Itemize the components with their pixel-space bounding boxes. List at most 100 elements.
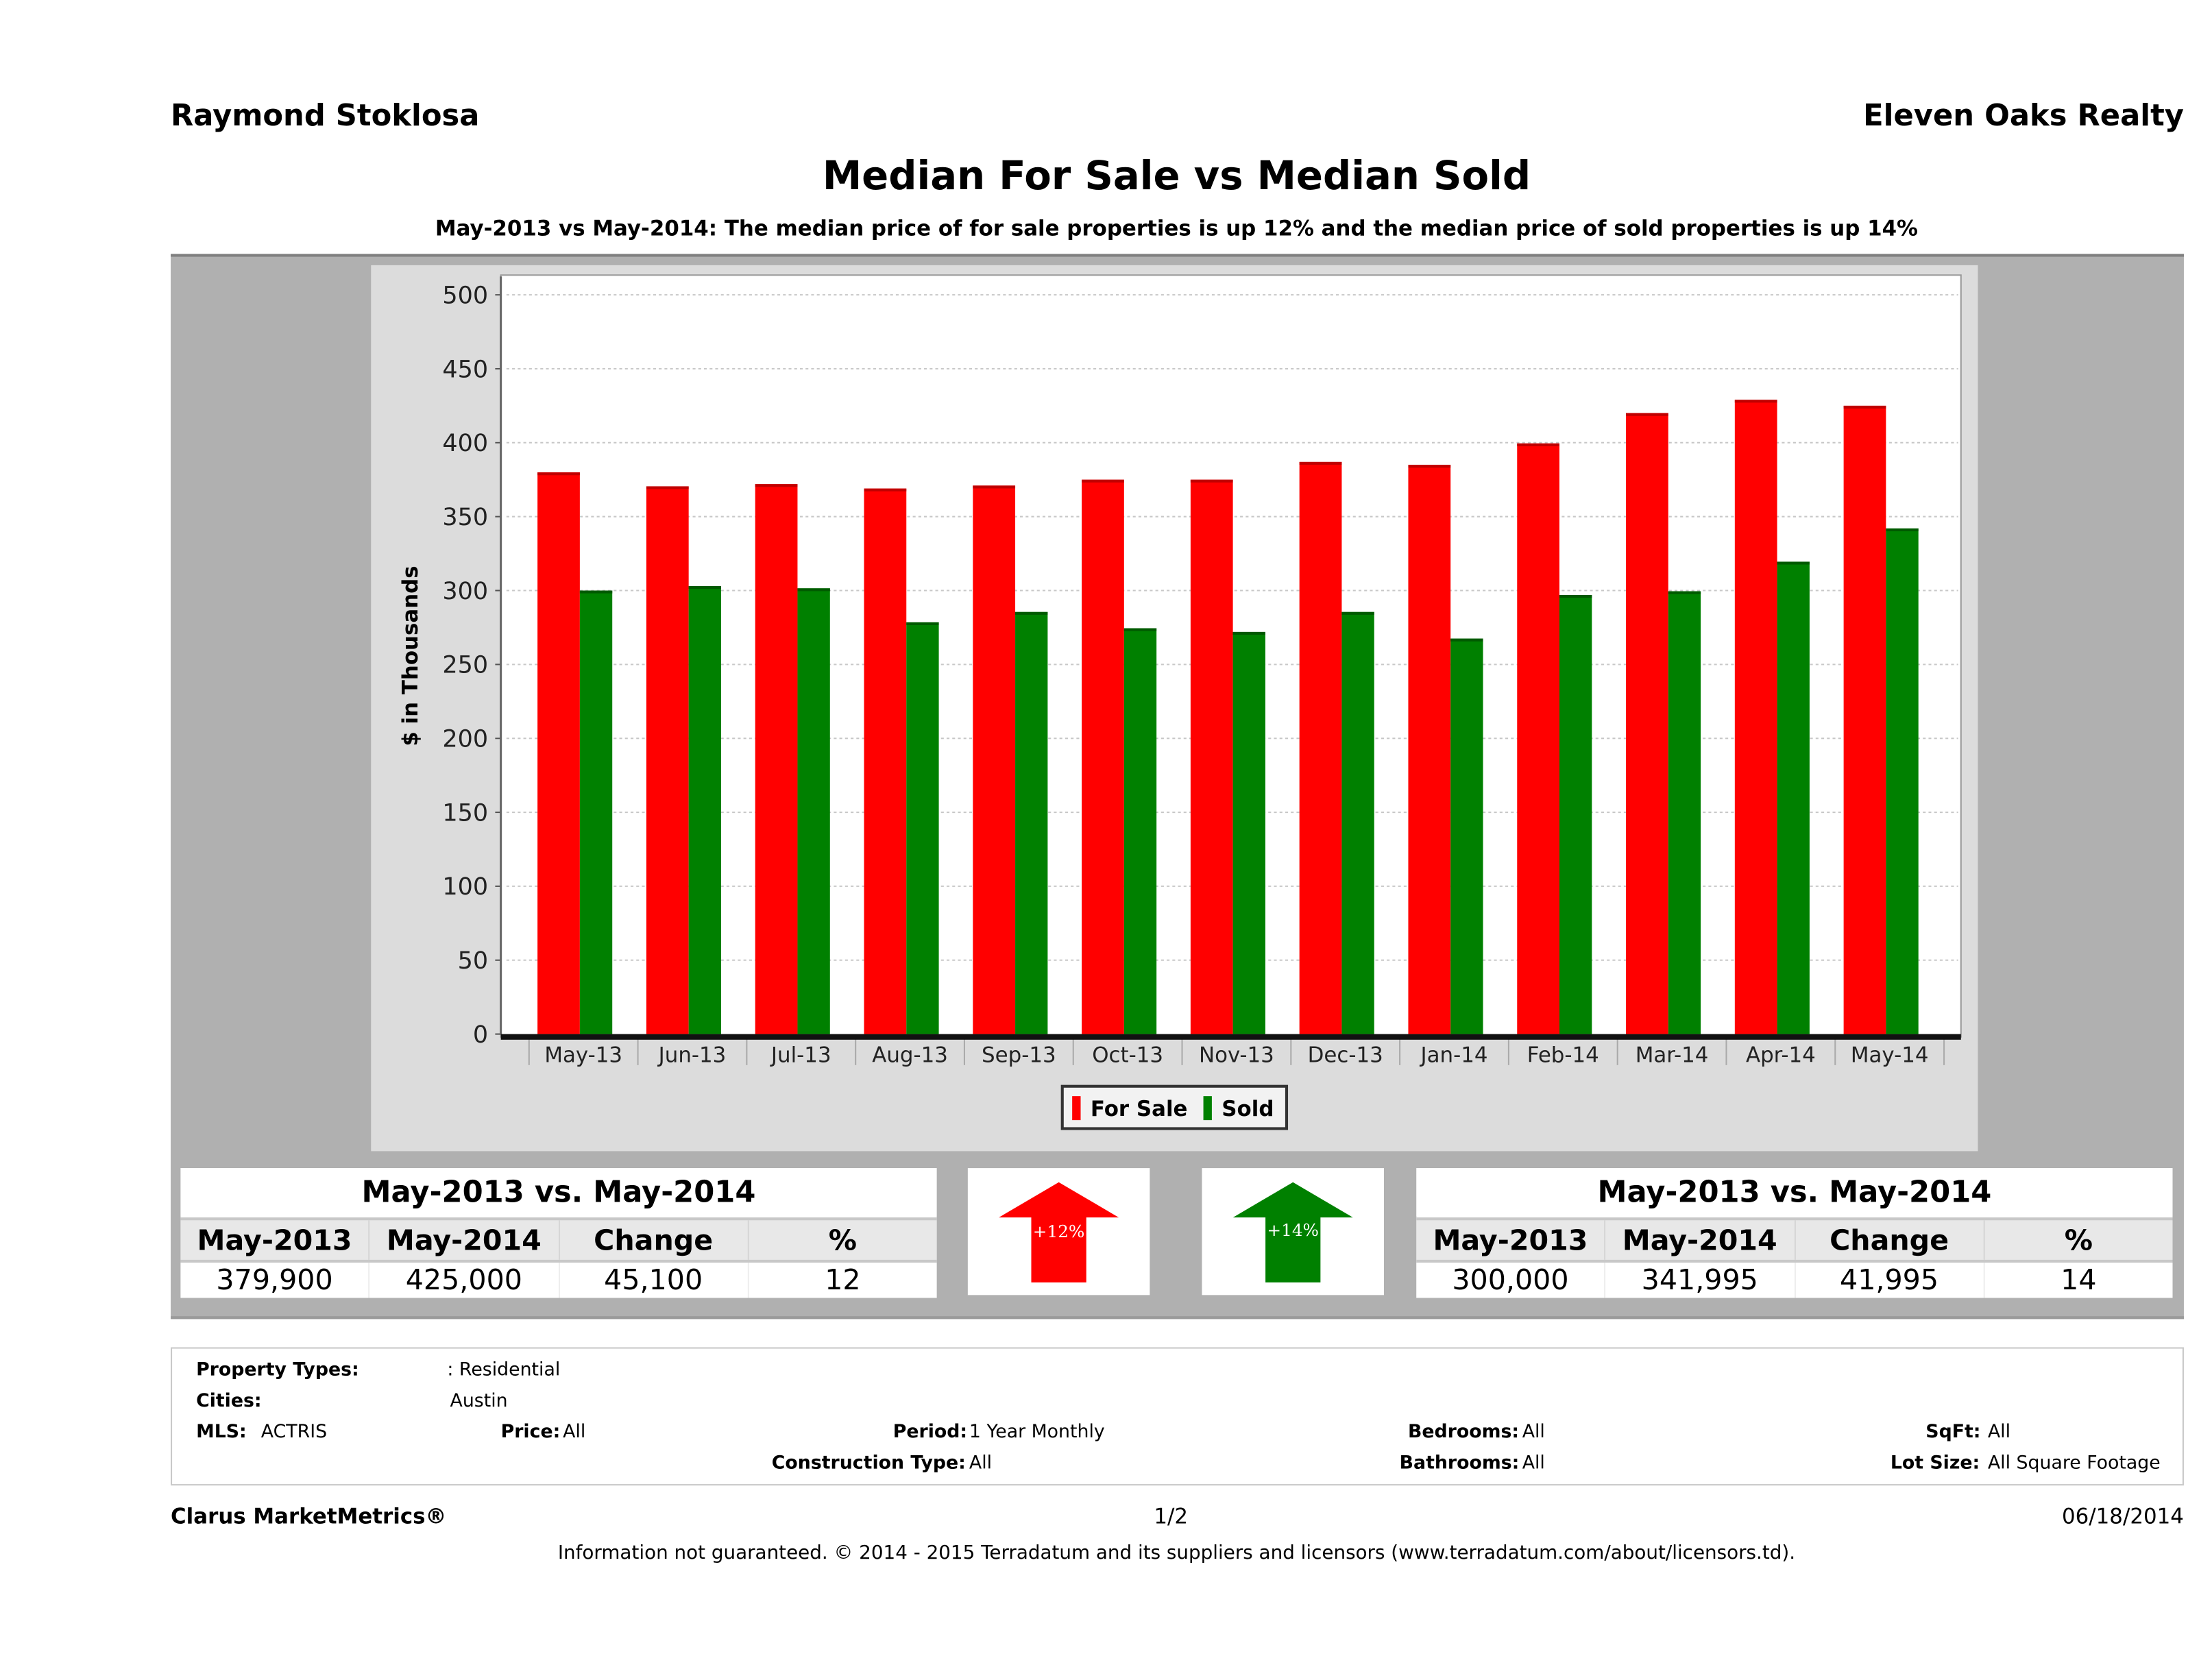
table-row: 379,900 425,000 45,100 12 bbox=[180, 1262, 937, 1298]
arrow-up-icon bbox=[999, 1182, 1119, 1282]
cities-label: Cities: bbox=[196, 1391, 262, 1413]
bar-top-edge bbox=[1123, 628, 1157, 631]
bar-top-edge bbox=[1626, 413, 1668, 416]
x-tick-label: Nov-13 bbox=[1199, 1043, 1274, 1068]
bar-sold bbox=[1777, 561, 1810, 1034]
bar-top-edge bbox=[1190, 479, 1233, 483]
price-value: All bbox=[563, 1422, 586, 1444]
bar-sold bbox=[797, 588, 830, 1034]
cell-may-2014: 341,995 bbox=[1606, 1262, 1795, 1298]
y-tick-label: 250 bbox=[442, 652, 488, 679]
bar-top-edge bbox=[755, 484, 798, 487]
bar-top-edge bbox=[1559, 594, 1592, 598]
cell-percent: 14 bbox=[2061, 1262, 2097, 1297]
bar-sold bbox=[1886, 528, 1919, 1034]
x-axis-line bbox=[500, 1034, 1961, 1040]
cell-may-2013: 379,900 bbox=[180, 1262, 370, 1298]
bar-top-edge bbox=[1408, 465, 1451, 468]
bar-for-sale bbox=[1299, 461, 1342, 1034]
bar-for-sale bbox=[755, 484, 798, 1034]
bar-sold bbox=[1559, 594, 1592, 1034]
sqft-label: SqFt: bbox=[1925, 1422, 1981, 1444]
lot-size-label: Lot Size: bbox=[1890, 1452, 1980, 1474]
chart-legend: For Sale Sold bbox=[1060, 1084, 1289, 1130]
bar-sold bbox=[1123, 628, 1157, 1034]
x-tick-label: Aug-13 bbox=[872, 1043, 948, 1068]
cell-change: 45,100 bbox=[559, 1262, 749, 1298]
price-label: Price: bbox=[500, 1422, 561, 1444]
legend-swatch-for-sale bbox=[1072, 1096, 1081, 1121]
bar-top-edge bbox=[864, 488, 907, 491]
construction-type-label: Construction Type: bbox=[771, 1452, 966, 1474]
column-header: May-2014 bbox=[1606, 1220, 1795, 1260]
y-tick-label: 450 bbox=[442, 356, 488, 383]
y-tick-label: 400 bbox=[442, 430, 488, 457]
y-tick-label: 500 bbox=[442, 282, 488, 309]
bar-sold bbox=[1668, 591, 1701, 1034]
bar-top-edge bbox=[1886, 528, 1919, 532]
lot-size-value: All Square Footage bbox=[1987, 1452, 2161, 1474]
bar-sold bbox=[1232, 631, 1265, 1034]
column-header: % bbox=[828, 1223, 858, 1257]
bar-top-edge bbox=[1843, 405, 1886, 409]
cell-percent: 12 bbox=[825, 1262, 861, 1297]
mls-label: MLS: bbox=[196, 1422, 247, 1444]
x-tick-label: Jan-14 bbox=[1420, 1043, 1488, 1068]
legend-swatch-sold bbox=[1203, 1096, 1212, 1121]
x-tick-label: Sep-13 bbox=[982, 1043, 1056, 1068]
x-tick-label: Dec-13 bbox=[1308, 1043, 1383, 1068]
bar-top-edge bbox=[646, 486, 689, 489]
bar-top-edge bbox=[688, 586, 722, 589]
cell-may-2013: 300,000 bbox=[1416, 1262, 1606, 1298]
bar-top-edge bbox=[1450, 638, 1483, 642]
report-title: Median For Sale vs Median Sold bbox=[822, 152, 1531, 199]
bar-top-edge bbox=[1517, 443, 1559, 447]
sqft-value: All bbox=[1987, 1422, 2011, 1444]
legend-box bbox=[1060, 1084, 1289, 1130]
bar-sold bbox=[906, 622, 939, 1034]
search-criteria-box: Property Types: : Residential Cities: Au… bbox=[171, 1347, 2184, 1486]
bathrooms-label: Bathrooms: bbox=[1399, 1452, 1520, 1474]
table-row: 300,000 341,995 41,995 14 bbox=[1416, 1262, 2173, 1298]
bar-for-sale bbox=[973, 485, 1016, 1034]
bathrooms-value: All bbox=[1522, 1452, 1545, 1474]
bar-top-edge bbox=[1777, 561, 1810, 565]
x-tick-label: Jul-13 bbox=[770, 1043, 831, 1068]
column-header: May-2013 bbox=[1416, 1220, 1606, 1260]
bar-sold bbox=[1450, 638, 1483, 1034]
bar-for-sale bbox=[1082, 479, 1124, 1034]
bar-top-edge bbox=[973, 485, 1016, 489]
bar-top-edge bbox=[1232, 631, 1265, 635]
x-tick-label: Mar-14 bbox=[1636, 1043, 1709, 1068]
bar-chart: 0 50 100 150 200 250 300 350 400 450 500 May-13 Jun-… bbox=[398, 274, 1962, 1130]
construction-type-value: All bbox=[969, 1452, 993, 1474]
bar-sold bbox=[1015, 611, 1048, 1034]
property-types-label: Property Types: bbox=[196, 1360, 359, 1381]
page-number: 1/2 bbox=[1154, 1503, 1189, 1529]
bar-for-sale bbox=[646, 486, 689, 1034]
bedrooms-value: All bbox=[1522, 1422, 1545, 1444]
report-date: 06/18/2014 bbox=[2061, 1503, 2184, 1529]
y-tick-label: 100 bbox=[442, 873, 488, 901]
bar-sold bbox=[579, 590, 613, 1034]
bar-top-edge bbox=[797, 588, 830, 592]
x-tick-label: May-13 bbox=[544, 1043, 622, 1068]
bar-sold bbox=[1341, 611, 1374, 1034]
y-tick-label: 350 bbox=[442, 504, 488, 531]
bar-for-sale bbox=[1843, 405, 1886, 1034]
y-tick-label: 0 bbox=[473, 1021, 488, 1049]
y-tick-label: 50 bbox=[458, 947, 489, 975]
x-tick-label: Apr-14 bbox=[1746, 1043, 1816, 1068]
property-types-value: : Residential bbox=[447, 1360, 561, 1381]
column-header: % bbox=[2064, 1223, 2093, 1257]
agent-name: Raymond Stoklosa bbox=[171, 99, 480, 133]
y-tick-label: 300 bbox=[442, 578, 488, 605]
table-title: May-2013 vs. May-2014 bbox=[180, 1168, 937, 1217]
table-title: May-2013 vs. May-2014 bbox=[1416, 1168, 2173, 1217]
x-tick-label: Feb-14 bbox=[1527, 1043, 1599, 1068]
period-value: 1 Year Monthly bbox=[969, 1422, 1105, 1444]
company-name: Eleven Oaks Realty bbox=[1863, 99, 2184, 133]
bar-for-sale bbox=[1190, 479, 1233, 1034]
bar-top-edge bbox=[1668, 591, 1701, 594]
